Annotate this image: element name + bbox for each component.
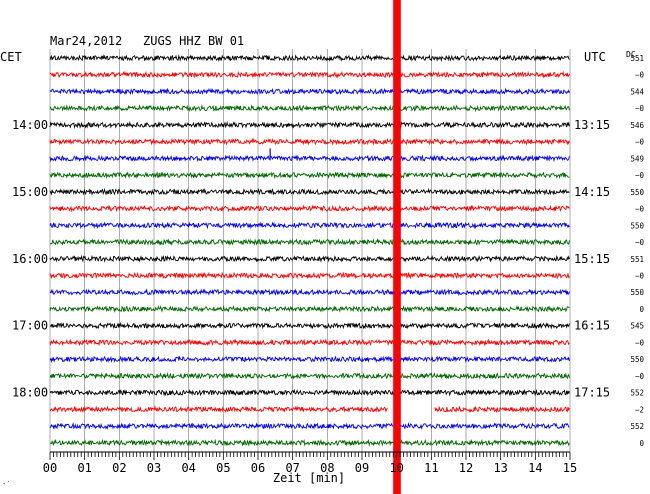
x-tick-label-00: 00 bbox=[43, 461, 57, 475]
trace-0 bbox=[49, 54, 570, 62]
corner-mark: ·′ bbox=[2, 480, 10, 488]
trace-5 bbox=[49, 137, 570, 146]
left-zone-label: CET bbox=[0, 50, 22, 64]
labels: Mar24,2012 ZUGS HHZ BW 01 CET UTC DC Zei… bbox=[0, 34, 644, 488]
trace-14 bbox=[49, 288, 570, 297]
trace-23 bbox=[49, 438, 570, 447]
x-tick-label-14: 14 bbox=[528, 461, 542, 475]
x-tick-label-08: 08 bbox=[320, 461, 334, 475]
dc-label: DC bbox=[626, 50, 636, 59]
dc-offset-23: 0 bbox=[639, 439, 644, 448]
header-station: ZUGS HHZ BW 01 bbox=[143, 34, 244, 48]
traces bbox=[49, 54, 570, 447]
header-date: Mar24,2012 bbox=[50, 34, 122, 48]
trace-17 bbox=[49, 338, 570, 347]
dc-offset-13: −0 bbox=[635, 271, 645, 280]
trace-9 bbox=[49, 204, 570, 213]
x-tick-label-06: 06 bbox=[251, 461, 265, 475]
x-axis-label: Zeit [min] bbox=[273, 471, 345, 485]
trace-21 bbox=[49, 405, 570, 414]
right-time-label: 13:15 bbox=[574, 118, 610, 132]
x-tick-label-02: 02 bbox=[112, 461, 126, 475]
dc-offset-12: 551 bbox=[630, 255, 644, 264]
trace-20 bbox=[49, 388, 570, 397]
dc-offset-16: 545 bbox=[630, 322, 644, 331]
trace-12 bbox=[49, 254, 570, 263]
dc-offset-18: 550 bbox=[630, 355, 644, 364]
dc-offset-0: 551 bbox=[630, 54, 644, 63]
x-tick-label-15: 15 bbox=[563, 461, 577, 475]
left-time-label: 15:00 bbox=[12, 185, 48, 199]
dc-offset-3: −0 bbox=[635, 104, 645, 113]
right-time-label: 14:15 bbox=[574, 185, 610, 199]
x-tick-label-07: 07 bbox=[285, 461, 299, 475]
x-tick-label-09: 09 bbox=[355, 461, 369, 475]
trace-7 bbox=[49, 171, 570, 180]
right-zone-label: UTC bbox=[584, 50, 606, 64]
x-axis: 00 01 02 03 04 05 06 07 08 09 10 11 12 13 14 15 bbox=[43, 451, 577, 475]
x-tick-label-11: 11 bbox=[424, 461, 438, 475]
trace-11 bbox=[49, 238, 570, 246]
dc-offset-1: −0 bbox=[635, 71, 645, 80]
left-time-label: 14:00 bbox=[12, 118, 48, 132]
dc-offset-11: −0 bbox=[635, 238, 645, 247]
right-time-label: 15:15 bbox=[574, 252, 610, 266]
dc-offset-22: 552 bbox=[630, 422, 644, 431]
dc-offset-19: −0 bbox=[635, 372, 645, 381]
x-tick-label-04: 04 bbox=[181, 461, 195, 475]
dc-offset-9: −0 bbox=[635, 205, 645, 214]
trace-2 bbox=[49, 87, 570, 96]
x-tick-label-10: 10 bbox=[389, 461, 403, 475]
dc-offset-21: −2 bbox=[635, 405, 644, 414]
event-highlight bbox=[393, 0, 401, 494]
right-time-label: 16:15 bbox=[574, 319, 610, 333]
trace-19 bbox=[49, 372, 570, 380]
dc-offset-20: 552 bbox=[630, 389, 644, 398]
trace-10 bbox=[49, 221, 570, 230]
trace-3 bbox=[49, 104, 570, 113]
x-tick-label-13: 13 bbox=[493, 461, 507, 475]
right-time-label: 17:15 bbox=[574, 386, 610, 400]
x-tick-label-12: 12 bbox=[459, 461, 473, 475]
dc-offset-6: 549 bbox=[630, 154, 644, 163]
dc-offset-7: −0 bbox=[635, 171, 645, 180]
trace-8 bbox=[49, 187, 570, 196]
left-time-label: 18:00 bbox=[12, 386, 48, 400]
dc-offset-14: 550 bbox=[630, 288, 644, 297]
x-tick-label-05: 05 bbox=[216, 461, 230, 475]
dc-offset-5: −0 bbox=[635, 138, 645, 147]
x-tick-label-01: 01 bbox=[77, 461, 91, 475]
dc-offset-4: 546 bbox=[630, 121, 644, 130]
left-time-label: 16:00 bbox=[12, 252, 48, 266]
trace-6 bbox=[49, 154, 570, 163]
event-band bbox=[393, 0, 401, 494]
dc-offset-2: 544 bbox=[630, 87, 644, 96]
x-tick-label-03: 03 bbox=[147, 461, 161, 475]
trace-1 bbox=[49, 70, 570, 79]
left-time-label: 17:00 bbox=[12, 319, 48, 333]
trace-18 bbox=[49, 355, 570, 364]
trace-22 bbox=[49, 422, 570, 430]
trace-15 bbox=[49, 304, 570, 313]
trace-13 bbox=[49, 271, 570, 280]
dc-offset-10: 550 bbox=[630, 221, 644, 230]
trace-4 bbox=[49, 121, 570, 129]
dc-offset-8: 550 bbox=[630, 188, 644, 197]
dc-offset-15: 0 bbox=[639, 305, 644, 314]
dc-offset-17: −0 bbox=[635, 338, 645, 347]
trace-16 bbox=[49, 321, 570, 330]
